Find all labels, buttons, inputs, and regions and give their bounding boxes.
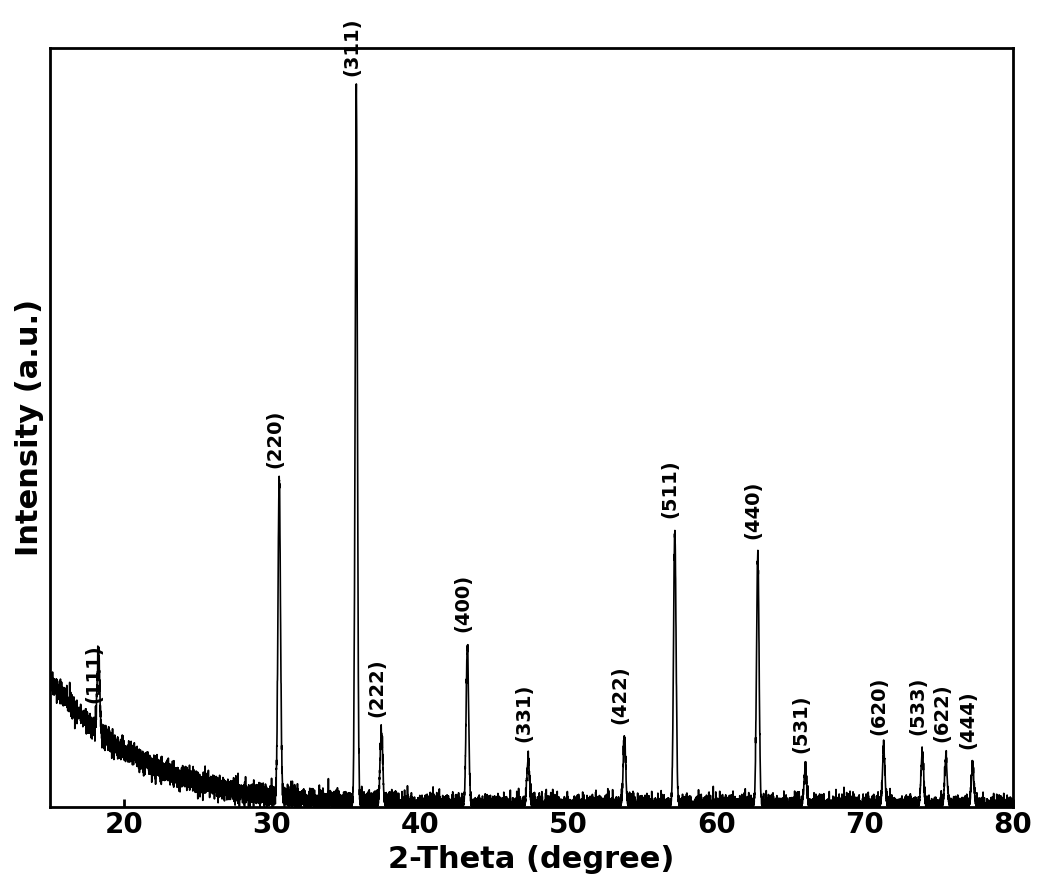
Text: (220): (220) bbox=[265, 410, 285, 468]
Text: (222): (222) bbox=[367, 659, 386, 717]
Text: (622): (622) bbox=[932, 684, 951, 742]
Text: (531): (531) bbox=[792, 694, 810, 753]
Text: (311): (311) bbox=[342, 18, 361, 76]
Y-axis label: Intensity (a.u.): Intensity (a.u.) bbox=[15, 299, 44, 556]
X-axis label: 2-Theta (degree): 2-Theta (degree) bbox=[387, 845, 674, 874]
Text: (422): (422) bbox=[610, 666, 629, 725]
Text: (440): (440) bbox=[743, 481, 763, 540]
Text: (444): (444) bbox=[959, 691, 978, 749]
Text: (111): (111) bbox=[85, 645, 104, 703]
Text: (400): (400) bbox=[453, 573, 472, 632]
Text: (511): (511) bbox=[661, 460, 680, 518]
Text: (620): (620) bbox=[870, 677, 889, 735]
Text: (331): (331) bbox=[514, 684, 533, 742]
Text: (533): (533) bbox=[909, 677, 928, 735]
